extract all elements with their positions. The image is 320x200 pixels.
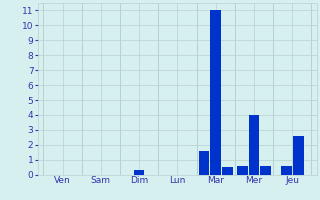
Bar bbox=[281, 166, 292, 175]
Bar bbox=[222, 167, 233, 175]
Bar bbox=[237, 166, 248, 175]
Bar bbox=[293, 136, 304, 175]
Bar bbox=[210, 10, 221, 175]
Bar bbox=[199, 151, 209, 175]
Bar bbox=[260, 166, 271, 175]
Bar bbox=[134, 170, 145, 175]
Bar bbox=[249, 115, 260, 175]
